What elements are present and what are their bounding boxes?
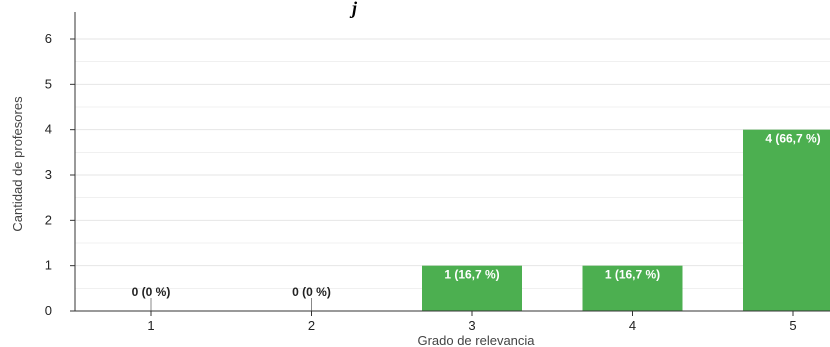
- x-tick-label: 2: [308, 318, 315, 333]
- y-tick-label: 1: [45, 258, 52, 273]
- y-tick-label: 5: [45, 76, 52, 91]
- x-tick-label: 5: [789, 318, 796, 333]
- x-tick-label: 1: [147, 318, 154, 333]
- x-tick-labels: 1 2 3 4 5: [147, 311, 797, 333]
- chart-title-fragment: j: [349, 0, 358, 18]
- y-tick-label: 3: [45, 167, 52, 182]
- data-labels: 0 (0 %) 0 (0 %) 1 (16,7 %) 1 (16,7 %) 4 (66,…: [132, 132, 821, 299]
- y-tick-label: 4: [45, 122, 52, 137]
- data-label: 0 (0 %): [292, 285, 331, 299]
- data-label: 4 (66,7 %): [765, 132, 820, 146]
- bar: [582, 265, 683, 311]
- gridlines: [75, 38, 830, 289]
- x-axis-title: Grado de relevancia: [417, 333, 535, 347]
- bar: [743, 129, 830, 311]
- y-tick-label: 6: [45, 31, 52, 46]
- y-tick-label: 0: [45, 303, 52, 318]
- y-axis-title: Cantidad de profesores: [10, 96, 25, 232]
- y-tick-labels: 0 1 2 3 4 5 6: [45, 31, 75, 318]
- data-label: 1 (16,7 %): [444, 268, 499, 282]
- data-label: 1 (16,7 %): [605, 268, 660, 282]
- bars: [150, 129, 830, 311]
- data-label: 0 (0 %): [132, 285, 171, 299]
- x-tick-label: 4: [629, 318, 636, 333]
- y-tick-label: 2: [45, 212, 52, 227]
- x-tick-label: 3: [468, 318, 475, 333]
- bar: [422, 265, 522, 311]
